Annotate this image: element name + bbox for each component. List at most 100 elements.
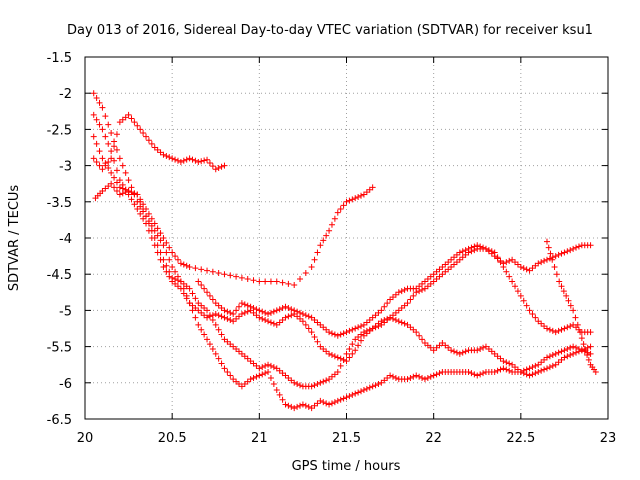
data-point — [567, 247, 574, 254]
data-point — [494, 367, 501, 374]
data-point — [131, 119, 138, 126]
data-point — [352, 195, 359, 202]
data-point — [573, 244, 580, 251]
data-point — [587, 343, 594, 350]
data-point — [549, 352, 556, 359]
data-point — [520, 297, 527, 304]
data-point — [157, 237, 164, 244]
data-point — [323, 232, 330, 239]
data-point — [259, 371, 266, 378]
data-point — [305, 313, 312, 320]
series-track-g — [543, 238, 599, 375]
data-point — [125, 191, 132, 198]
data-point — [506, 367, 513, 374]
data-point — [358, 192, 365, 199]
data-point — [468, 244, 475, 251]
data-point — [172, 268, 179, 275]
data-point — [363, 385, 370, 392]
data-point — [465, 368, 472, 375]
data-point — [285, 280, 292, 287]
data-point — [575, 243, 582, 250]
data-point — [570, 307, 577, 314]
data-point — [378, 318, 385, 325]
data-point — [122, 169, 129, 176]
data-point — [244, 276, 251, 283]
data-point — [398, 288, 405, 295]
data-point — [105, 140, 112, 147]
data-point — [573, 349, 580, 356]
data-point — [349, 350, 356, 357]
data-point — [471, 371, 478, 378]
data-point — [143, 133, 150, 140]
data-point — [565, 297, 572, 304]
data-point — [198, 326, 205, 333]
data-point — [387, 372, 394, 379]
data-point — [343, 358, 350, 365]
data-point — [334, 354, 341, 361]
data-point — [143, 213, 150, 220]
data-point — [212, 166, 219, 173]
data-point — [352, 325, 359, 332]
data-point — [128, 196, 135, 203]
data-point — [166, 244, 173, 251]
data-point — [99, 166, 106, 173]
data-point — [558, 348, 565, 355]
data-point — [500, 263, 507, 270]
data-point — [546, 364, 553, 371]
data-point — [407, 296, 414, 303]
data-point — [563, 292, 570, 299]
data-point — [297, 276, 304, 283]
data-point — [247, 376, 254, 383]
data-point — [105, 158, 112, 165]
data-point — [163, 152, 170, 159]
data-point — [201, 285, 208, 292]
data-point — [551, 263, 558, 270]
data-point — [311, 382, 318, 389]
data-point — [134, 122, 141, 129]
data-point — [567, 344, 574, 351]
data-point — [331, 399, 338, 406]
data-point — [262, 317, 269, 324]
data-point — [253, 373, 260, 380]
data-point — [267, 319, 274, 326]
data-point — [102, 160, 109, 167]
data-point — [247, 303, 254, 310]
data-point — [326, 329, 333, 336]
grid-lines — [85, 57, 608, 419]
data-point — [262, 278, 269, 285]
data-point — [334, 368, 341, 375]
data-point — [500, 358, 507, 365]
data-point — [497, 366, 504, 373]
data-point — [413, 329, 420, 336]
data-point — [360, 387, 367, 394]
data-point — [206, 312, 213, 319]
data-point — [556, 278, 563, 285]
data-point — [328, 221, 335, 228]
data-point — [279, 279, 286, 286]
data-point — [250, 277, 257, 284]
series-track-e — [90, 90, 594, 390]
data-point — [113, 146, 120, 153]
data-point — [349, 341, 356, 348]
data-point — [587, 242, 594, 249]
data-point — [343, 350, 350, 357]
data-point — [340, 330, 347, 337]
data-point — [308, 329, 315, 336]
data-point — [456, 350, 463, 357]
data-point — [334, 209, 341, 216]
data-point — [564, 324, 571, 331]
data-point — [567, 302, 574, 309]
data-point — [581, 346, 588, 353]
data-point — [291, 405, 298, 412]
data-point — [427, 373, 434, 380]
data-point — [328, 352, 335, 359]
data-point — [311, 256, 318, 263]
data-point — [363, 327, 370, 334]
data-point — [198, 158, 205, 165]
data-point — [311, 333, 318, 340]
x-tick-labels: 20 20.5 21 21.5 22 22.5 23 — [77, 431, 617, 446]
data-point — [259, 315, 266, 322]
data-point — [480, 370, 487, 377]
data-point — [250, 374, 257, 381]
data-point — [192, 295, 199, 302]
